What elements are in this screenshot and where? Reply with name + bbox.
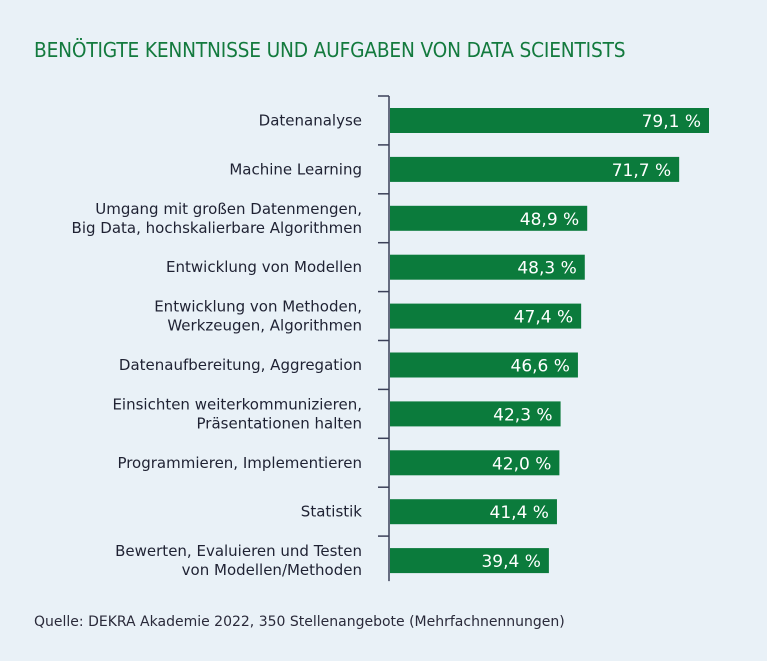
category-label: Datenanalyse — [259, 112, 362, 130]
bar — [390, 254, 585, 280]
category-label: Werkzeugen, Algorithmen — [167, 317, 362, 335]
category-label: Statistik — [301, 503, 363, 521]
bar — [390, 352, 578, 378]
bar-value-label: 41,4 % — [490, 503, 549, 523]
bar — [390, 205, 588, 231]
bar — [390, 156, 680, 182]
bar-value-label: 71,7 % — [612, 161, 671, 181]
bar — [390, 401, 561, 427]
chart-title: BENÖTIGTE KENNTNISSE UND AUFGABEN VON DA… — [34, 38, 626, 62]
bar-value-label: 48,3 % — [517, 259, 576, 279]
bar-value-label: 79,1 % — [642, 112, 701, 132]
category-label: Bewerten, Evaluieren und Testen — [115, 542, 362, 560]
category-label: von Modellen/Methoden — [182, 561, 362, 579]
category-label: Entwicklung von Methoden, — [154, 298, 362, 316]
bar — [390, 450, 560, 476]
source-note: Quelle: DEKRA Akademie 2022, 350 Stellen… — [34, 614, 565, 630]
bar — [390, 108, 709, 133]
bar — [390, 548, 549, 574]
bar — [390, 499, 557, 525]
category-label: Entwicklung von Modellen — [166, 258, 362, 276]
bar — [390, 303, 582, 329]
category-label: Big Data, hochskalierbare Algorithmen — [72, 219, 362, 237]
category-label: Einsichten weiterkommunizieren, — [112, 395, 362, 413]
category-label: Machine Learning — [229, 160, 362, 178]
bar-value-label: 42,3 % — [493, 405, 552, 425]
category-label: Programmieren, Implementieren — [117, 454, 362, 472]
bar-value-label: 42,0 % — [492, 454, 551, 474]
category-label: Datenaufbereitung, Aggregation — [119, 356, 362, 374]
bar-value-label: 48,9 % — [520, 210, 579, 230]
bar-value-label: 39,4 % — [481, 552, 540, 572]
bar-value-label: 47,4 % — [514, 308, 573, 328]
category-label: Umgang mit großen Datenmengen, — [95, 200, 362, 218]
bar-value-label: 46,6 % — [511, 357, 570, 377]
category-label: Präsentationen halten — [197, 414, 362, 432]
